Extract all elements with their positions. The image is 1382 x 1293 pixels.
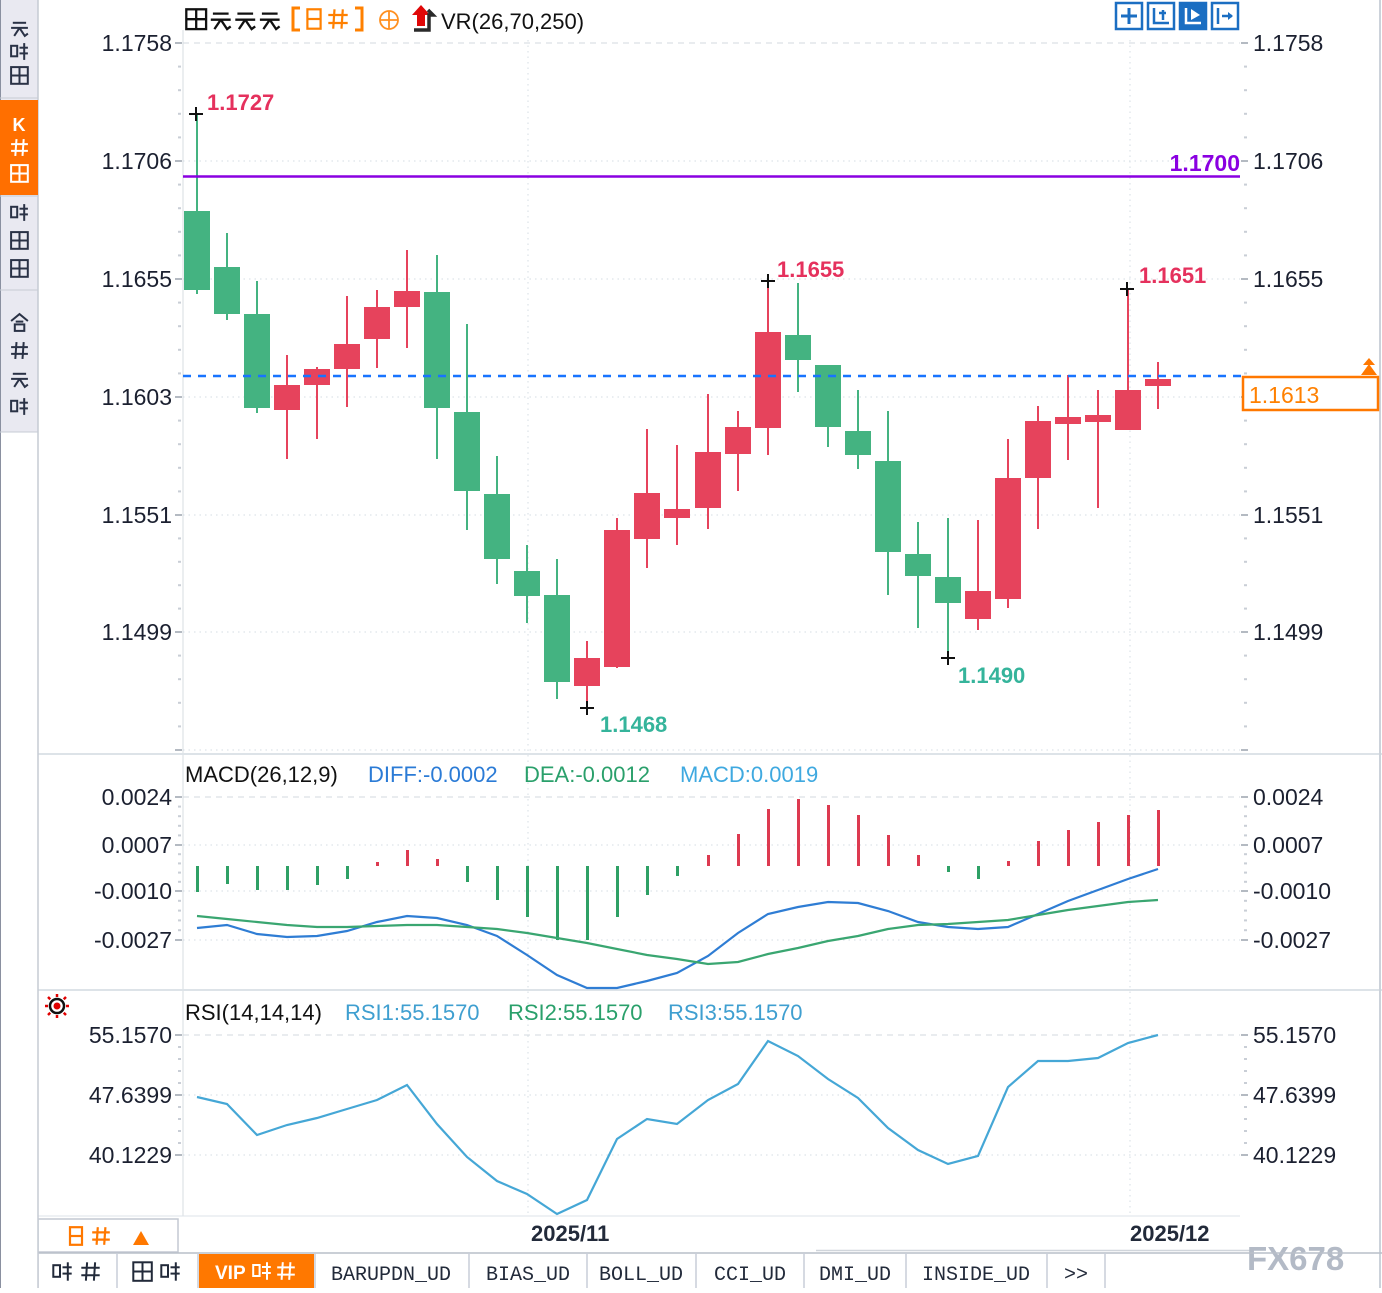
svg-text:1.1655: 1.1655: [102, 266, 172, 292]
svg-text:2025/12: 2025/12: [1130, 1221, 1210, 1246]
svg-text:RSI1:55.1570: RSI1:55.1570: [345, 1000, 480, 1025]
svg-text:MACD:0.0019: MACD:0.0019: [680, 762, 818, 787]
svg-text:1.1727: 1.1727: [207, 90, 274, 115]
svg-text:DEA:-0.0012: DEA:-0.0012: [524, 762, 650, 787]
svg-text:VR(26,70,250): VR(26,70,250): [441, 9, 584, 34]
svg-text:47.6399: 47.6399: [89, 1082, 172, 1108]
svg-text:0.0024: 0.0024: [1253, 784, 1324, 810]
svg-text:1.1490: 1.1490: [958, 663, 1025, 688]
svg-text:1.1613: 1.1613: [1249, 382, 1319, 408]
svg-text:FX678: FX678: [1247, 1240, 1344, 1277]
svg-text:1.1655: 1.1655: [777, 257, 844, 282]
svg-text:RSI2:55.1570: RSI2:55.1570: [508, 1000, 643, 1025]
svg-text:-0.0027: -0.0027: [94, 927, 172, 953]
svg-text:DIFF:-0.0002: DIFF:-0.0002: [368, 762, 498, 787]
svg-text:RSI3:55.1570: RSI3:55.1570: [668, 1000, 803, 1025]
svg-text:-0.0027: -0.0027: [1253, 927, 1331, 953]
svg-text:1.1706: 1.1706: [102, 148, 172, 174]
svg-text:CCI_UD: CCI_UD: [714, 1264, 786, 1287]
svg-text:1.1758: 1.1758: [1253, 30, 1323, 56]
svg-text:1.1468: 1.1468: [600, 712, 667, 737]
svg-text:0.0007: 0.0007: [1253, 832, 1323, 858]
svg-text:INSIDE_UD: INSIDE_UD: [922, 1264, 1030, 1287]
svg-text:K: K: [13, 115, 26, 135]
svg-text:1.1651: 1.1651: [1139, 263, 1206, 288]
svg-text:VIP: VIP: [215, 1263, 246, 1284]
svg-text:-0.0010: -0.0010: [1253, 878, 1331, 904]
svg-text:0.0024: 0.0024: [102, 784, 173, 810]
svg-text:55.1570: 55.1570: [89, 1022, 172, 1048]
svg-text:BOLL_UD: BOLL_UD: [599, 1264, 683, 1287]
svg-text:1.1655: 1.1655: [1253, 266, 1323, 292]
svg-text:47.6399: 47.6399: [1253, 1082, 1336, 1108]
svg-text:1.1551: 1.1551: [1253, 502, 1323, 528]
svg-text:55.1570: 55.1570: [1253, 1022, 1336, 1048]
svg-text:RSI(14,14,14): RSI(14,14,14): [185, 1000, 322, 1025]
svg-text:40.1229: 40.1229: [1253, 1142, 1336, 1168]
svg-text:DMI_UD: DMI_UD: [819, 1264, 891, 1287]
svg-text:1.1603: 1.1603: [102, 384, 172, 410]
svg-text:>>: >>: [1064, 1264, 1088, 1287]
svg-text:1.1758: 1.1758: [102, 30, 172, 56]
svg-text:1.1551: 1.1551: [102, 502, 172, 528]
svg-text:1.1499: 1.1499: [102, 619, 172, 645]
svg-text:0.0007: 0.0007: [102, 832, 172, 858]
svg-text:-0.0010: -0.0010: [94, 878, 172, 904]
svg-text:1.1700: 1.1700: [1170, 150, 1240, 176]
svg-text:40.1229: 40.1229: [89, 1142, 172, 1168]
svg-text:BARUPDN_UD: BARUPDN_UD: [331, 1264, 451, 1287]
svg-text:1.1706: 1.1706: [1253, 148, 1323, 174]
svg-text:MACD(26,12,9): MACD(26,12,9): [185, 762, 338, 787]
svg-text:BIAS_UD: BIAS_UD: [486, 1264, 570, 1287]
svg-text:1.1499: 1.1499: [1253, 619, 1323, 645]
svg-text:2025/11: 2025/11: [531, 1221, 609, 1246]
